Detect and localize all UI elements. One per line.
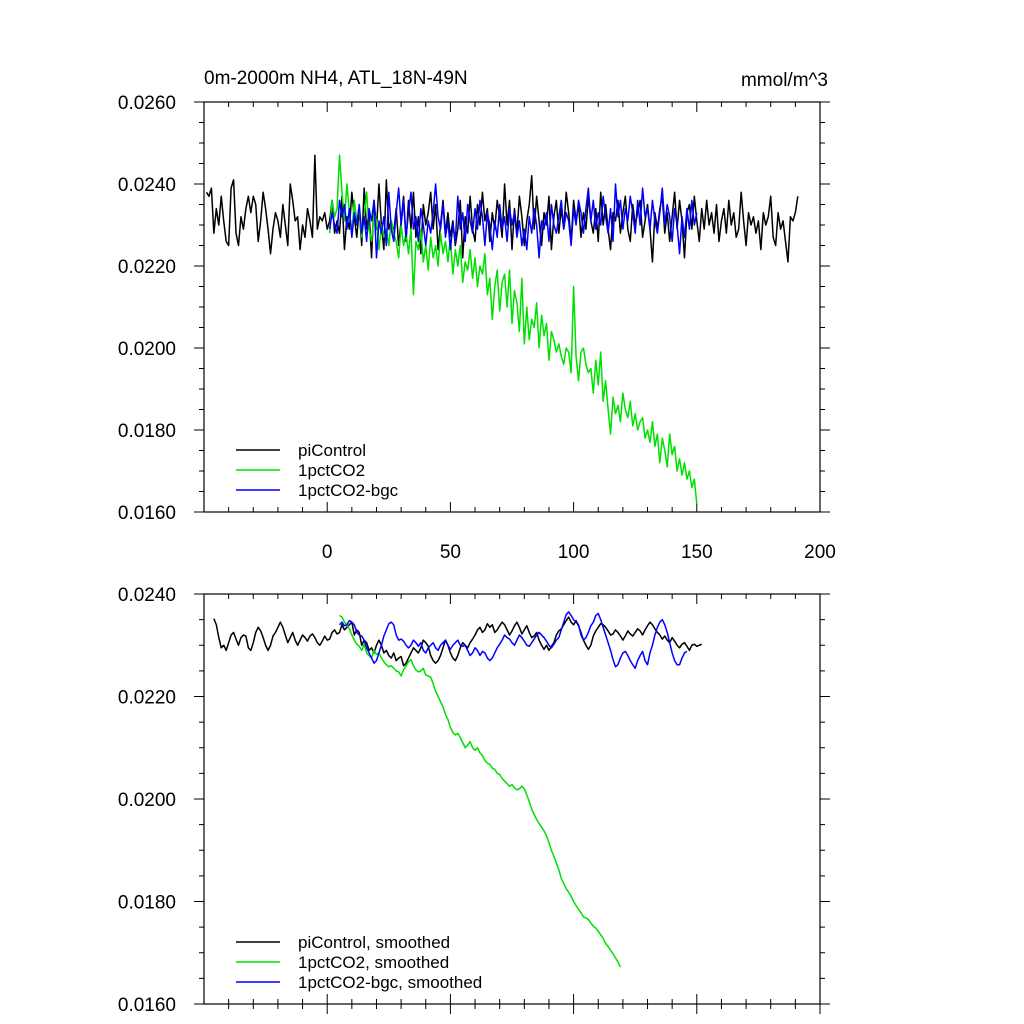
units-label: mmol/m^3 [741, 70, 828, 91]
legend-label: piControl, smoothed [298, 933, 450, 952]
legend-label: 1pctCO2 [298, 461, 365, 480]
y-tick-label: 0.0200 [118, 790, 176, 811]
x-tick-label: 100 [558, 542, 590, 563]
series-line-1pctco2-bgc [328, 183, 698, 259]
y-tick-label: 0.0200 [118, 339, 176, 360]
y-tick-label: 0.0220 [118, 257, 176, 278]
legend-label: 1pctCO2-bgc [298, 481, 399, 500]
x-tick-label: 50 [440, 542, 461, 563]
chart-title: 0m-2000m NH4, ATL_18N-49N [204, 68, 468, 89]
y-tick-label: 0.0160 [118, 503, 176, 524]
y-tick-label: 0.0240 [118, 585, 176, 606]
legend-label: piControl [298, 441, 366, 460]
series-line-1pctco2-smoothed [339, 614, 622, 968]
y-tick-label: 0.0240 [118, 175, 176, 196]
series-line-picontrol [205, 154, 799, 263]
y-tick-label: 0.0160 [118, 995, 176, 1016]
x-tick-label: 0 [322, 542, 333, 563]
series-line-picontrol-smoothed [213, 616, 703, 667]
plot-frame [203, 101, 821, 513]
legend-label: 1pctCO2-bgc, smoothed [298, 973, 482, 992]
y-tick-label: 0.0220 [118, 688, 176, 709]
series-group [213, 611, 703, 968]
y-tick-label: 0.0180 [118, 893, 176, 914]
series-group [205, 154, 799, 504]
legend-label: 1pctCO2, smoothed [298, 953, 449, 972]
bottom-panel: 0.0160 0.0180 0.0200 0.0220 0.0240 piControl,… [118, 585, 830, 1016]
top-panel: 0.0160 0.0180 0.0200 0.0220 0.0240 0.0260 0 50 1… [118, 93, 836, 563]
plot-frame [203, 593, 821, 1005]
x-tick-label: 150 [681, 542, 713, 563]
x-tick-label: 200 [804, 542, 836, 563]
series-line-1pctco2-bgc-smoothed [338, 611, 688, 670]
y-tick-label: 0.0180 [118, 421, 176, 442]
y-tick-label: 0.0260 [118, 93, 176, 114]
